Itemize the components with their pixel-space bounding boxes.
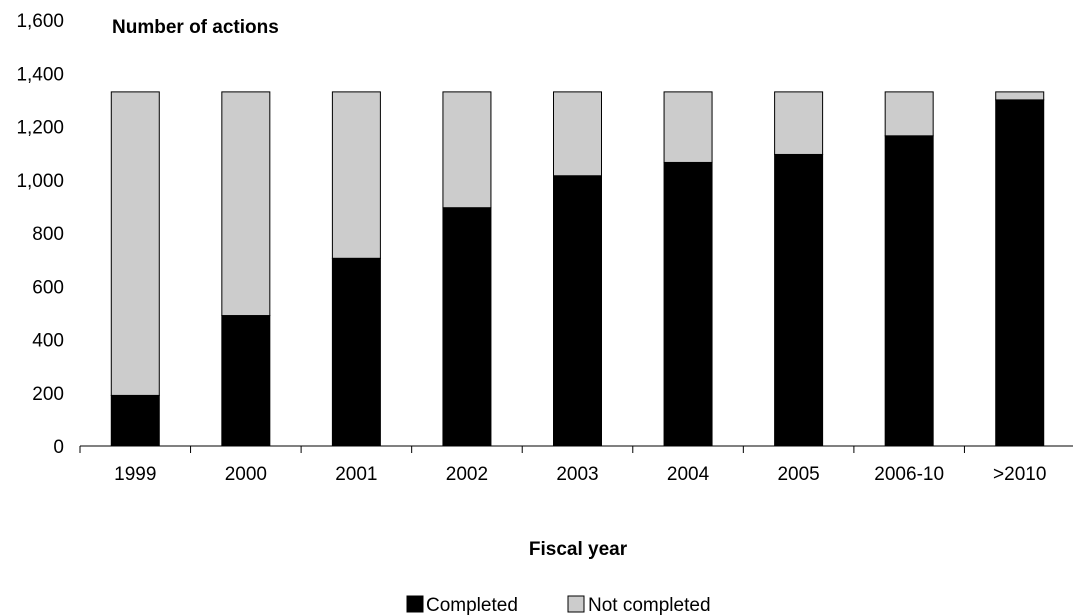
x-tick-label: 2005	[777, 464, 819, 485]
legend-swatch-not-completed	[567, 595, 585, 613]
legend-label-completed: Completed	[426, 595, 518, 615]
y-tick-label: 600	[32, 277, 64, 298]
x-tick-label: 2006-10	[874, 464, 944, 485]
y-tick-label: 1,200	[16, 118, 64, 139]
y-tick-label: 800	[32, 224, 64, 245]
bar-completed	[553, 175, 602, 447]
bar-completed	[663, 161, 713, 447]
legend-label-not-completed: Not completed	[588, 595, 711, 615]
x-axis-title: Fiscal year	[529, 539, 628, 560]
x-tick-label: 2003	[556, 464, 598, 485]
x-tick-label: 1999	[114, 464, 156, 485]
bar-completed	[110, 394, 160, 447]
y-tick-label: 1,000	[16, 171, 64, 192]
bar-completed	[884, 135, 934, 447]
bar-completed	[774, 153, 824, 447]
x-tick-label: 2002	[446, 464, 488, 485]
bar-not-completed	[884, 91, 934, 137]
y-tick-label: 1,400	[16, 64, 64, 85]
x-tick-label: 2000	[225, 464, 267, 485]
x-tick-label: >2010	[993, 464, 1046, 485]
legend: Completed Not completed	[406, 595, 711, 615]
bar-not-completed	[442, 91, 492, 209]
bar-completed	[221, 315, 271, 447]
y-tick-label: 0	[53, 437, 64, 458]
bar-not-completed	[774, 91, 824, 155]
bar-not-completed	[995, 91, 1045, 101]
y-tick-label: 1,600	[16, 11, 64, 32]
bar-not-completed	[663, 91, 713, 163]
bar-completed	[331, 257, 381, 447]
bar-not-completed	[553, 91, 602, 177]
y-axis-title: Number of actions	[112, 17, 279, 38]
bar-not-completed	[331, 91, 381, 259]
y-tick-label: 200	[32, 384, 64, 405]
bar-not-completed	[221, 91, 271, 317]
x-tick-label: 2001	[335, 464, 377, 485]
bar-not-completed	[110, 91, 160, 396]
plot-area: 0 200 400 600 800 1,000 1,200 1,400 1,600 1999 200…	[16, 11, 1073, 485]
x-tick-label: 2004	[667, 464, 710, 485]
bar-completed	[442, 207, 492, 447]
legend-swatch-completed	[406, 595, 424, 613]
y-tick-label: 400	[32, 331, 64, 352]
bar-completed	[995, 99, 1045, 447]
